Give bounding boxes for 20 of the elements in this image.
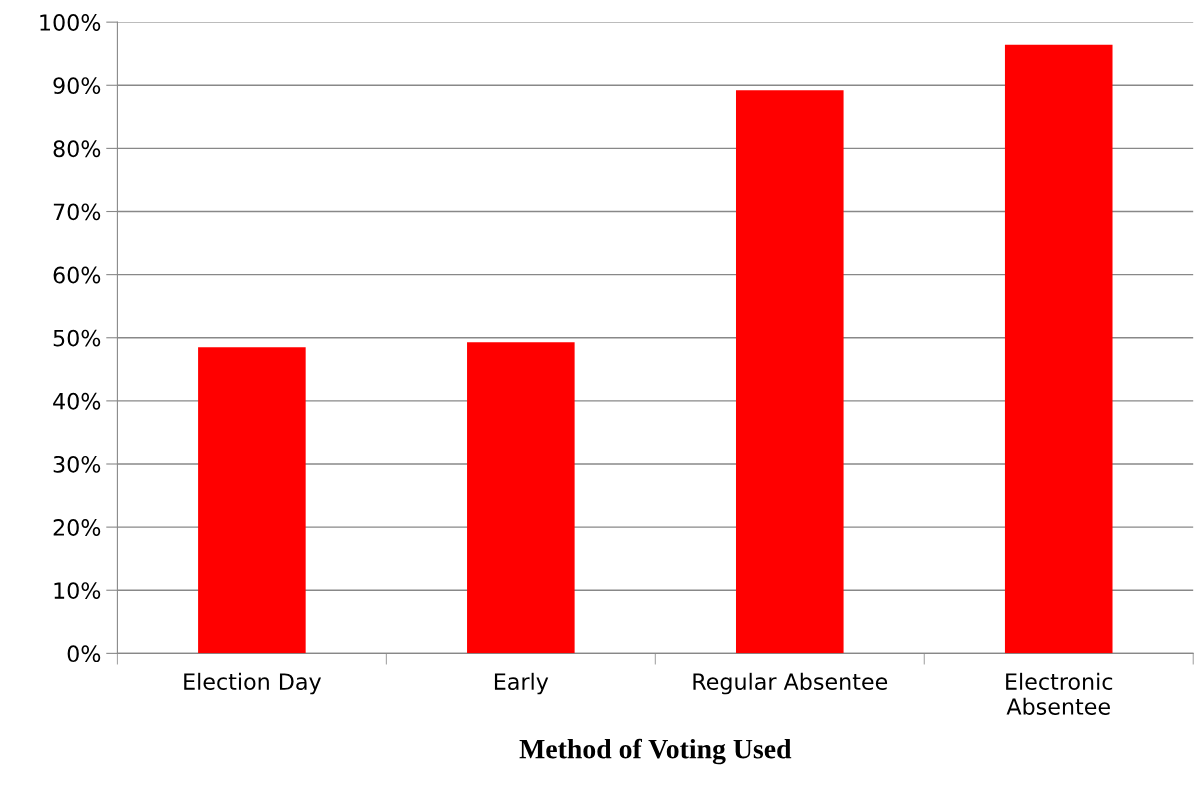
x-tick-label: Election Day <box>184 672 322 695</box>
y-tick-label: 20% <box>53 519 101 536</box>
y-tick-label: 30% <box>53 455 101 473</box>
x-tick-label: Early <box>494 672 549 695</box>
x-axis-title: Method of Voting Used <box>519 738 792 765</box>
x-tick-label: Regular Absentee <box>693 672 888 695</box>
y-tick-label: 0% <box>67 645 101 663</box>
y-tick-label: 70% <box>53 203 101 221</box>
bar <box>1004 44 1113 654</box>
y-tick-label: 60% <box>53 266 101 284</box>
y-tick-label: 40% <box>53 392 101 410</box>
bar <box>735 90 844 654</box>
bar <box>467 342 575 654</box>
bar <box>198 347 306 654</box>
y-tick-label: 10% <box>54 582 101 599</box>
x-tick-label: Electronic Absentee <box>1006 672 1113 715</box>
y-tick-label: 80% <box>53 140 101 158</box>
y-tick-label: 100% <box>40 14 101 31</box>
y-tick-label: 90% <box>53 77 101 95</box>
y-tick-label: 50% <box>53 329 101 347</box>
